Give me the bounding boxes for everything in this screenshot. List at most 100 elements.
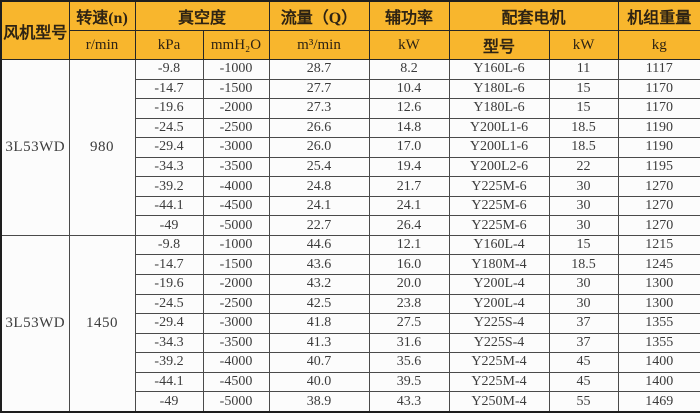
flow-cell: 40.7	[268, 352, 370, 373]
vacuum-mmh2o-cell: -2000	[202, 274, 270, 295]
power-cell: 12.1	[368, 234, 450, 256]
header-vacuum-kpa-unit: kPa	[134, 30, 204, 60]
power-cell: 23.8	[368, 293, 450, 315]
motor-kw-cell: 18.5	[548, 117, 619, 139]
motor-kw-cell: 55	[548, 391, 619, 413]
table-row: -24.5 -2500 42.5 23.8 Y200L-4 30 1300	[1, 293, 700, 315]
flow-cell: 43.6	[268, 254, 370, 276]
weight-cell: 1300	[617, 293, 700, 315]
motor-model-cell: Y180M-4	[448, 254, 550, 276]
motor-model-cell: Y225S-4	[448, 332, 550, 354]
weight-cell: 1170	[617, 98, 700, 119]
vacuum-kpa-cell: -49	[134, 391, 204, 413]
power-cell: 27.5	[368, 313, 450, 334]
vacuum-mmh2o-cell: -1000	[202, 59, 270, 80]
flow-cell: 24.8	[268, 176, 370, 197]
vacuum-kpa-cell: -39.2	[134, 352, 204, 373]
table-row: -19.6 -2000 27.3 12.6 Y180L-6 15 1170	[1, 98, 700, 119]
motor-kw-cell: 45	[548, 352, 619, 373]
vacuum-kpa-cell: -9.8	[134, 59, 204, 80]
header-speed-title: 转速(n)	[68, 0, 136, 31]
vacuum-kpa-cell: -24.5	[134, 293, 204, 315]
motor-model-cell: Y225M-6	[448, 215, 550, 236]
power-cell: 12.6	[368, 98, 450, 119]
flow-cell: 40.0	[268, 371, 370, 393]
motor-model-cell: Y160L-4	[448, 234, 550, 256]
header-row-units: r/min kPa mmH₂O m³/min kW 型号 kW kg	[1, 30, 700, 60]
header-vacuum-mmh2o-unit: mmH₂O	[202, 30, 270, 60]
motor-kw-cell: 15	[548, 234, 619, 256]
flow-cell: 43.2	[268, 274, 370, 295]
vacuum-mmh2o-cell: -4000	[202, 176, 270, 197]
fan-model-cell: 3L53WD	[0, 234, 70, 413]
power-cell: 8.2	[368, 59, 450, 80]
vacuum-kpa-cell: -14.7	[134, 78, 204, 100]
fan-model-cell: 3L53WD	[0, 59, 70, 236]
table-row: -14.7 -1500 43.6 16.0 Y180M-4 18.5 1245	[1, 254, 700, 276]
flow-cell: 41.8	[268, 313, 370, 334]
table-row: -19.6 -2000 43.2 20.0 Y200L-4 30 1300	[1, 274, 700, 295]
weight-cell: 1355	[617, 313, 700, 334]
table-header: 风机型号 转速(n) 真空度 流量（Q） 辅功率 配套电机 机组重量 r/min…	[0, 0, 700, 60]
power-cell: 31.6	[368, 332, 450, 354]
flow-cell: 26.0	[268, 137, 370, 158]
motor-kw-cell: 30	[548, 215, 619, 236]
weight-cell: 1195	[617, 156, 700, 178]
flow-cell: 27.7	[268, 78, 370, 100]
weight-cell: 1215	[617, 234, 700, 256]
speed-cell: 980	[68, 59, 136, 236]
motor-kw-cell: 37	[548, 332, 619, 354]
vacuum-mmh2o-cell: -3000	[202, 313, 270, 334]
vacuum-kpa-cell: -34.3	[134, 332, 204, 354]
power-cell: 16.0	[368, 254, 450, 276]
vacuum-mmh2o-cell: -4500	[202, 195, 270, 217]
power-cell: 43.3	[368, 391, 450, 413]
motor-model-cell: Y200L-4	[448, 293, 550, 315]
vacuum-kpa-cell: -14.7	[134, 254, 204, 276]
motor-kw-cell: 30	[548, 176, 619, 197]
header-row-titles: 风机型号 转速(n) 真空度 流量（Q） 辅功率 配套电机 机组重量	[0, 0, 700, 60]
weight-cell: 1270	[617, 195, 700, 217]
vacuum-kpa-cell: -34.3	[134, 156, 204, 178]
vacuum-kpa-cell: -39.2	[134, 176, 204, 197]
motor-kw-cell: 30	[548, 293, 619, 315]
vacuum-mmh2o-cell: -3500	[202, 156, 270, 178]
header-power-unit: kW	[368, 30, 450, 60]
weight-cell: 1245	[617, 254, 700, 276]
table-body: 3L53WD 980 -9.8 -1000 28.7 8.2 Y160L-6 11 1117 -1…	[0, 59, 700, 413]
motor-model-cell: Y225M-4	[448, 371, 550, 393]
vacuum-mmh2o-cell: -4500	[202, 371, 270, 393]
flow-cell: 26.6	[268, 117, 370, 139]
vacuum-mmh2o-cell: -2500	[202, 117, 270, 139]
table-row: -34.3 -3500 41.3 31.6 Y225S-4 37 1355	[1, 332, 700, 354]
vacuum-mmh2o-cell: -3000	[202, 137, 270, 158]
speed-cell: 1450	[68, 234, 136, 413]
motor-kw-cell: 18.5	[548, 137, 619, 158]
motor-model-cell: Y250M-4	[448, 391, 550, 413]
header-power-title: 辅功率	[368, 0, 450, 31]
power-cell: 24.1	[368, 195, 450, 217]
motor-model-cell: Y200L2-6	[448, 156, 550, 178]
header-fan-model: 风机型号	[0, 0, 70, 60]
motor-model-cell: Y225M-4	[448, 352, 550, 373]
vacuum-kpa-cell: -9.8	[134, 234, 204, 256]
weight-cell: 1190	[617, 117, 700, 139]
header-motor-power-label: kW	[548, 30, 619, 60]
header-speed-unit: r/min	[68, 30, 136, 60]
weight-cell: 1270	[617, 215, 700, 236]
power-cell: 19.4	[368, 156, 450, 178]
flow-cell: 22.7	[268, 215, 370, 236]
power-cell: 17.0	[368, 137, 450, 158]
motor-model-cell: Y160L-6	[448, 59, 550, 80]
power-cell: 10.4	[368, 78, 450, 100]
weight-cell: 1400	[617, 352, 700, 373]
table-row: -29.4 -3000 41.8 27.5 Y225S-4 37 1355	[1, 313, 700, 334]
vacuum-kpa-cell: -29.4	[134, 313, 204, 334]
vacuum-kpa-cell: -24.5	[134, 117, 204, 139]
header-weight-title: 机组重量	[617, 0, 700, 31]
weight-cell: 1270	[617, 176, 700, 197]
motor-model-cell: Y200L1-6	[448, 117, 550, 139]
power-cell: 21.7	[368, 176, 450, 197]
weight-cell: 1117	[617, 59, 700, 80]
flow-cell: 28.7	[268, 59, 370, 80]
